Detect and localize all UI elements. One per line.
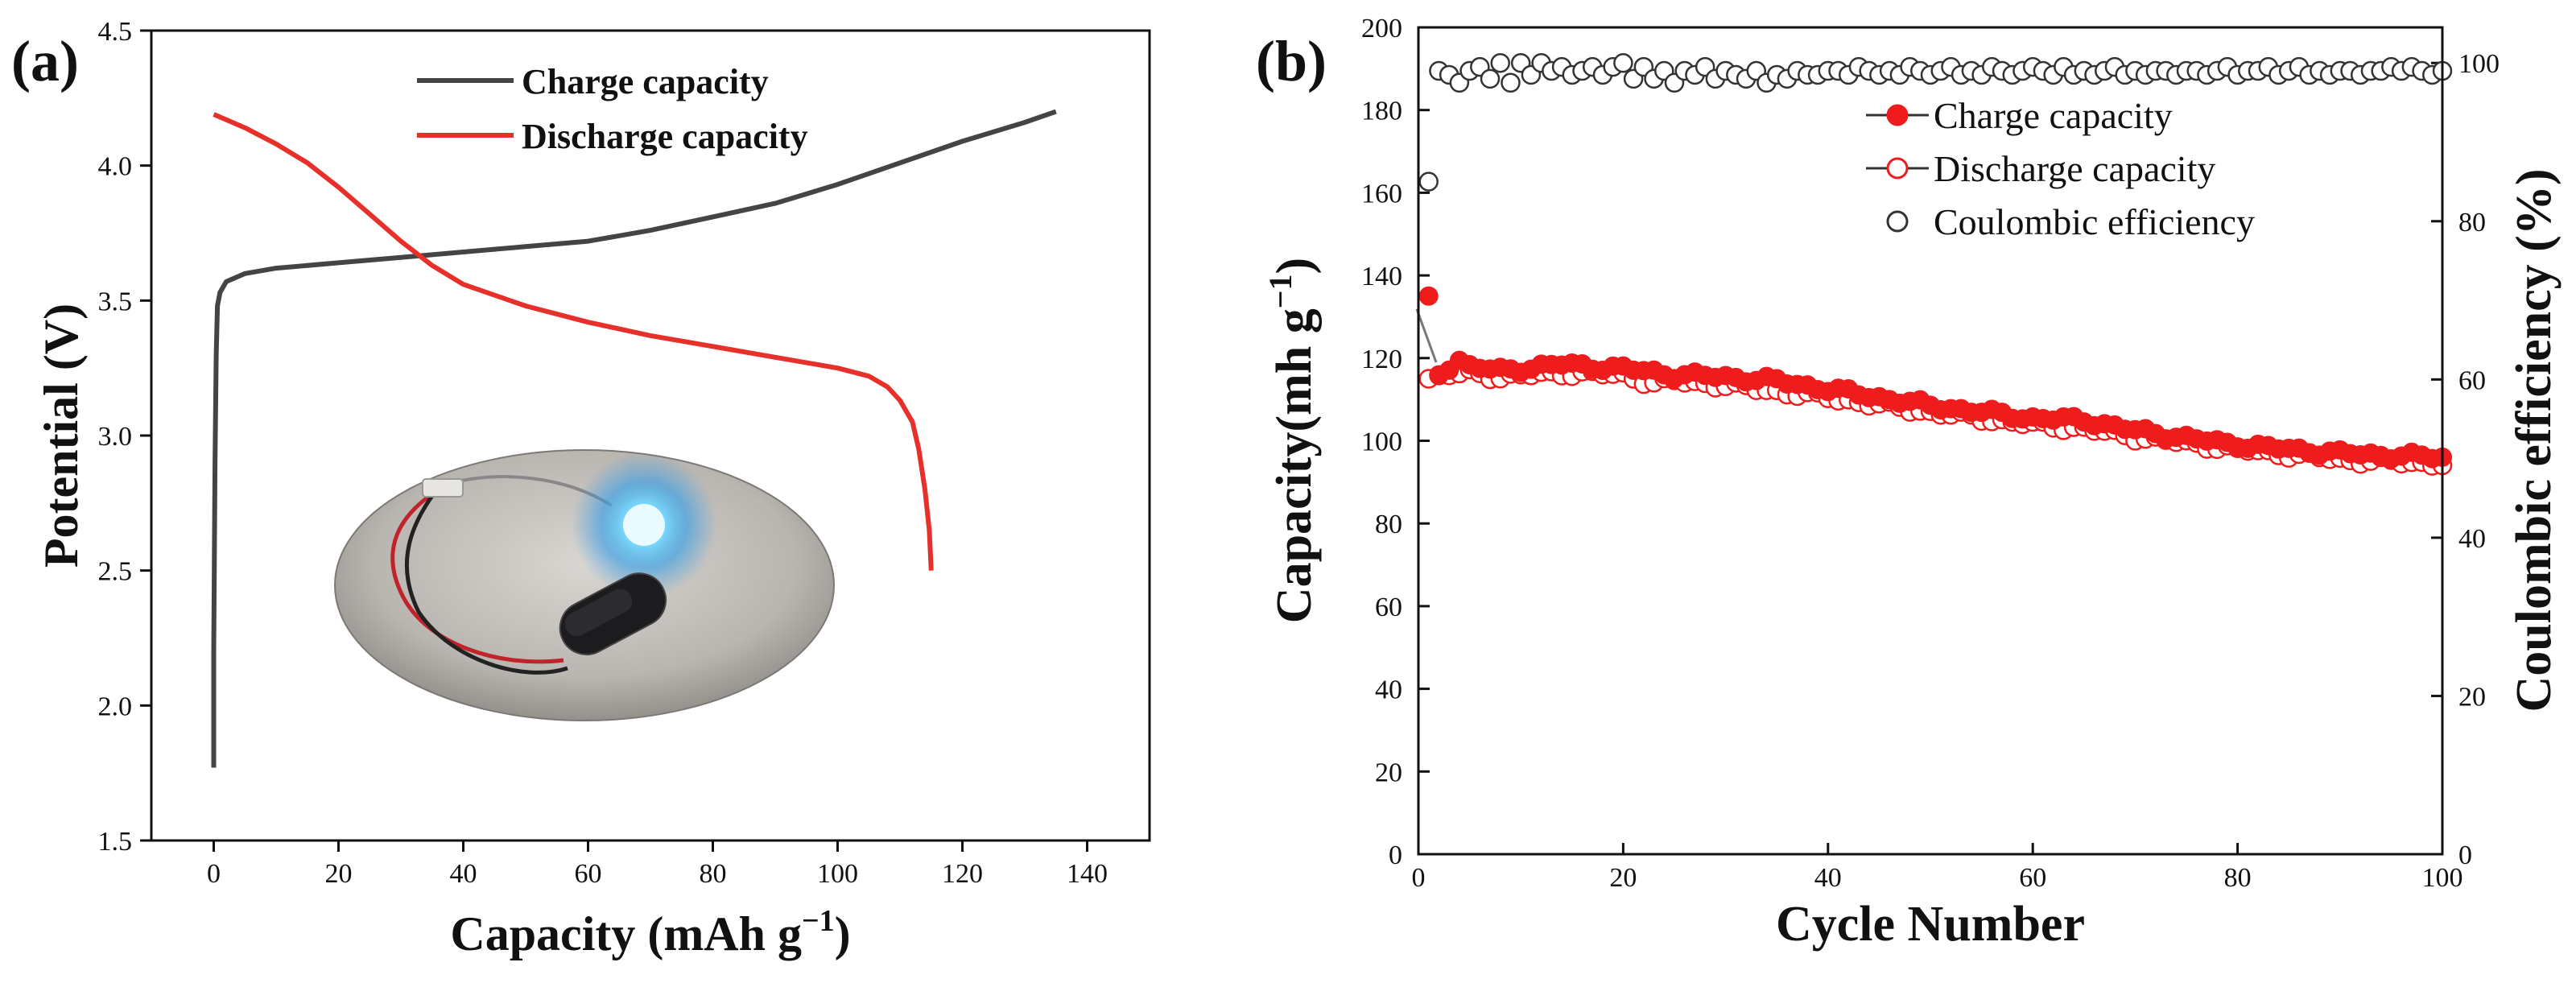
panel-b-y2-tick-label: 0 <box>2458 841 2472 870</box>
legend-label-charge-b: Charge capacity <box>1934 95 2173 136</box>
panel-b-y-tick-label: 60 <box>1375 593 1402 622</box>
panel-a: (a) 0 20 40 60 80 100 120 140 1.5 2.0 2.5 3.0 3.5 4.0… <box>11 17 1151 960</box>
panel-b-letter: (b) <box>1256 29 1327 93</box>
coulombic-efficiency-point <box>1490 52 1511 73</box>
panel-a-x-tick-label: 100 <box>817 859 858 889</box>
panel-a-x-tick-label: 120 <box>942 859 983 889</box>
panel-a-y-tick-label: 4.0 <box>98 152 133 182</box>
legend-marker-coulombic <box>1886 210 1909 233</box>
panel-a-x-tick-label: 140 <box>1067 859 1108 889</box>
panel-b-x-tick-label: 0 <box>1412 863 1426 893</box>
charge-capacity-line <box>211 109 1057 768</box>
panel-a-y-tick-label: 4.5 <box>98 17 133 47</box>
panel-b-ticks: 0 20 40 60 80 1000204060801001201401601802000… <box>1361 14 2500 893</box>
coulombic-efficiency-point <box>1613 52 1633 73</box>
panel-b-y-tick-label: 100 <box>1361 427 1402 457</box>
panel-b-y2-tick-label: 60 <box>2458 366 2486 395</box>
led-bulb <box>623 504 665 546</box>
connector <box>422 478 464 498</box>
panel-b-y-axis-title: Capacity(mh g−1) <box>1262 258 1322 623</box>
panel-b-frame <box>1417 26 2444 856</box>
panel-b-y2-axis-title: Coulombic efficiency (%) <box>2507 169 2562 712</box>
panel-b-x-tick-label: 20 <box>1609 863 1637 893</box>
panel-b-x-axis-title: Cycle Number <box>1776 897 2085 952</box>
panel-a-x-tick-label: 80 <box>700 859 727 889</box>
panel-b-x-tick-label: 60 <box>2019 863 2046 893</box>
panel-b-y-tick-label: 180 <box>1361 97 1402 126</box>
panel-b-y2-tick-label: 100 <box>2458 49 2500 79</box>
panel-b-y2-tick-label: 20 <box>2458 682 2486 712</box>
led-wire-black <box>404 485 568 675</box>
panel-b-y2-tick-label: 40 <box>2458 524 2486 554</box>
panel-a-x-axis-title: Capacity (mAh g−1) <box>450 904 850 960</box>
inset-photo <box>334 449 835 721</box>
panel-b-y2-tick-label: 80 <box>2458 208 2486 237</box>
panel-a-x-tick-label: 0 <box>207 859 221 889</box>
legend-marker-charge <box>1886 104 1909 126</box>
panel-b-y-tick-label: 40 <box>1375 675 1402 705</box>
legend-label-coulombic: Coulombic efficiency <box>1934 201 2255 242</box>
coulombic-efficiency-point <box>1480 68 1501 89</box>
panel-a-frame <box>150 29 1151 842</box>
panel-b: (b) 0 20 40 60 80 100020406080100120140160180… <box>1256 14 2562 952</box>
discharge-capacity-line <box>213 112 934 571</box>
panel-a-x-tick-label: 40 <box>450 859 477 889</box>
panel-b-x-tick-label: 80 <box>2224 863 2252 893</box>
panel-a-letter: (a) <box>11 29 79 93</box>
panel-a-x-tick-label: 60 <box>575 859 602 889</box>
panel-b-legend: Charge capacity Discharge capacity Coulo… <box>1866 95 2255 242</box>
legend-marker-discharge <box>1886 157 1909 180</box>
panel-b-y-tick-label: 120 <box>1361 345 1402 374</box>
panel-a-y-axis-title: Potential (V) <box>35 304 88 568</box>
panel-a-y-tick-label: 2.0 <box>98 692 133 721</box>
panel-a-ticks: 0 20 40 60 80 100 120 140 1.5 2.0 2.5 3.0 3.5 4.0 4.5 <box>98 17 1108 889</box>
coin-cell-holder <box>559 572 667 656</box>
panel-b-y-tick-label: 0 <box>1389 841 1402 870</box>
panel-a-y-tick-label: 2.5 <box>98 557 133 587</box>
coulombic-efficiency-point <box>1418 171 1439 192</box>
panel-b-y-tick-label: 20 <box>1375 758 1402 787</box>
legend-label-discharge-b: Discharge capacity <box>1934 148 2215 189</box>
legend-label-charge: Charge capacity <box>522 62 769 101</box>
panel-b-x-tick-label: 100 <box>2422 863 2463 893</box>
panel-a-legend: Charge capacity Discharge capacity <box>417 62 808 156</box>
legend-label-discharge: Discharge capacity <box>522 117 808 156</box>
panel-b-y-tick-label: 160 <box>1361 179 1402 209</box>
panel-a-y-tick-label: 3.5 <box>98 287 133 316</box>
panel-b-y-tick-label: 200 <box>1361 14 1402 43</box>
panel-b-markers <box>1418 52 2453 476</box>
charge-capacity-point <box>1418 286 1439 306</box>
coulombic-efficiency-point <box>1501 72 1521 93</box>
panel-b-y-tick-label: 140 <box>1361 262 1402 291</box>
panel-a-y-tick-label: 3.0 <box>98 422 133 452</box>
panel-a-y-tick-label: 1.5 <box>98 827 133 857</box>
annotation-pointer <box>1415 308 1438 363</box>
led-wire-red <box>390 493 564 664</box>
panel-b-y-tick-label: 80 <box>1375 510 1402 539</box>
panel-a-x-tick-label: 20 <box>325 859 353 889</box>
panel-b-x-tick-label: 40 <box>1814 863 1842 893</box>
